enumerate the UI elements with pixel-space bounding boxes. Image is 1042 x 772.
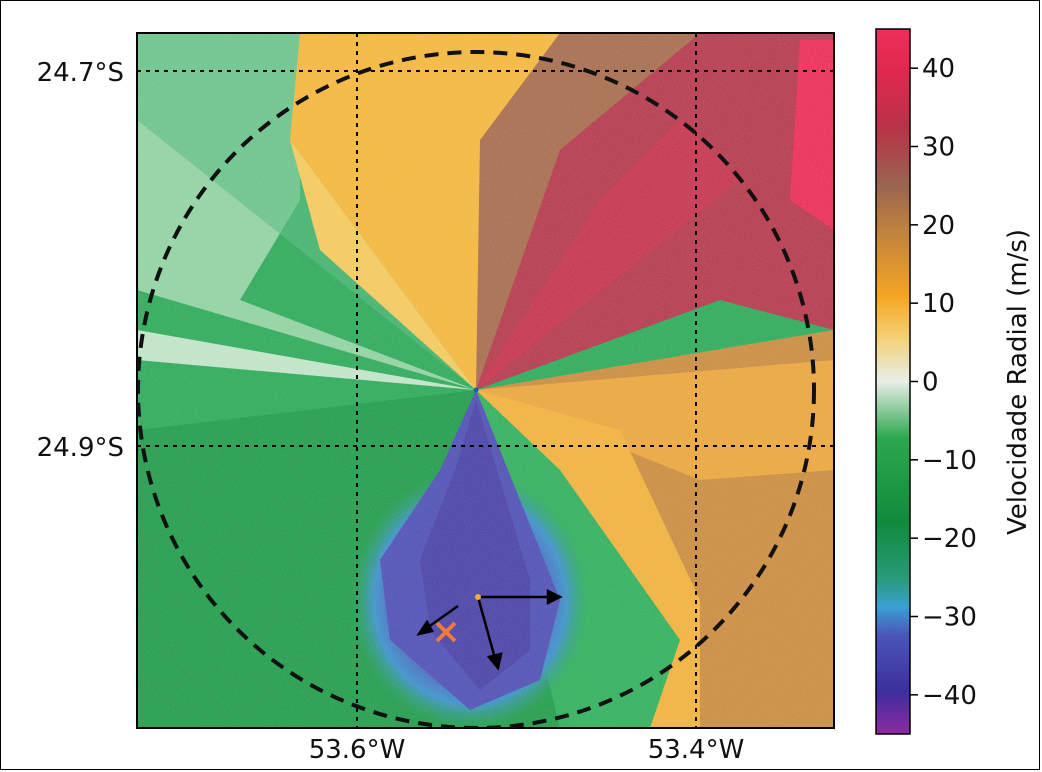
colorbar-tick-label: −40: [922, 681, 977, 711]
colorbar-tick-label: −20: [922, 524, 977, 554]
lat-label-24-9: 24.9°S: [37, 433, 124, 463]
motion-arrows: [416, 588, 563, 671]
colorbar-ticks: 40 30 20 10 0 −10 −20 −30 −40: [910, 54, 977, 711]
radar-site-marker: [473, 387, 479, 393]
colorbar-tick-label: 0: [922, 368, 939, 398]
colorbar-tick-label: 30: [922, 133, 955, 163]
graticule: [137, 33, 834, 728]
radar-map: [137, 33, 834, 728]
colorbar-tick-label: 10: [922, 289, 955, 319]
colorbar-tick-label: 20: [922, 211, 955, 241]
range-ring: [137, 50, 816, 728]
arrow-south: [476, 596, 498, 663]
colorbar-label: Velocidade Radial (m/s): [1003, 229, 1033, 535]
lon-label-53-6: 53.6°W: [309, 735, 406, 765]
lat-label-24-7: 24.7°S: [37, 58, 124, 88]
colorbar-tick-label: 40: [922, 54, 955, 84]
vortex-x-marker: [435, 621, 457, 643]
colorbar-scale: [875, 28, 911, 735]
colorbar-tick-label: −30: [922, 603, 977, 633]
colorbar-tick-label: −10: [922, 446, 977, 476]
colorbar: 40 30 20 10 0 −10 −20 −30 −40 Velocidade Radial …: [875, 28, 1033, 735]
lon-label-53-4: 53.4°W: [648, 735, 745, 765]
